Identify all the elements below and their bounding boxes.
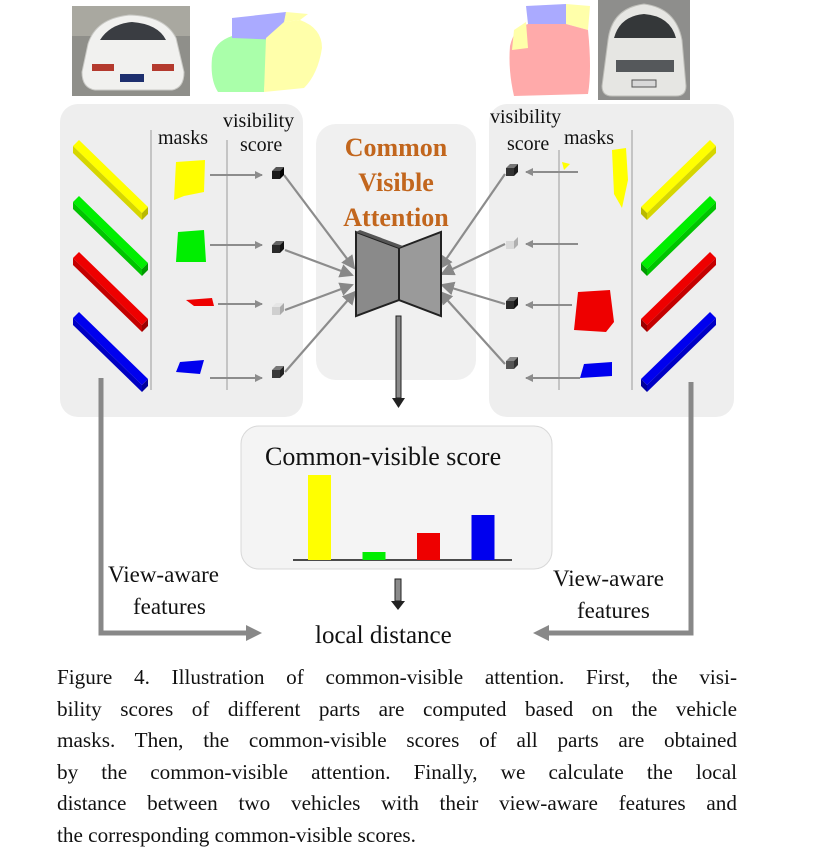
left-cube-2	[272, 241, 284, 253]
left-score-cubes	[272, 167, 284, 378]
left-mask-arrows	[210, 171, 263, 382]
left-view-aware-arrow	[98, 378, 262, 641]
title-line-1: Common	[344, 133, 448, 162]
bottleneck-network-icon	[355, 230, 442, 318]
left-part-features	[73, 140, 148, 392]
right-mask-arrows	[525, 168, 580, 382]
score-bar-3	[417, 533, 440, 560]
caption-line-1: Figure 4. Illustration of common-visible…	[57, 665, 737, 689]
score-bar-4	[471, 515, 495, 560]
score-bars	[308, 475, 495, 560]
right-cube-4	[506, 357, 518, 369]
view-aware-right-line-2: features	[577, 598, 650, 623]
right-mask-yellow	[612, 148, 628, 208]
left-mask-blue	[176, 360, 204, 374]
caption-line-2: bility scores of different parts are com…	[57, 696, 737, 721]
left-cube-1	[272, 167, 284, 179]
label-score-left: score	[240, 134, 283, 156]
caption-line-5: distance between two vehicles with their…	[57, 791, 737, 815]
left-cube-3	[272, 303, 284, 315]
label-masks-left: masks	[158, 127, 208, 149]
score-bar-2	[362, 552, 386, 560]
title-line-2: Visible	[358, 168, 434, 197]
view-aware-left-line-1: View-aware	[108, 562, 219, 587]
label-visibility-left: visibility	[223, 110, 295, 132]
network-to-score-arrow	[392, 315, 405, 408]
caption-line-6: the corresponding common-visible scores.	[57, 822, 416, 847]
title-line-3: Attention	[343, 203, 449, 232]
right-mask-icon	[509, 4, 590, 96]
common-visible-attention-title: Common Visible Attention	[320, 130, 472, 235]
score-box-title: Common-visible score	[265, 442, 502, 471]
right-cube-3	[506, 297, 518, 309]
right-bar-blue	[641, 312, 716, 392]
score-bar-1	[308, 475, 331, 560]
label-score-right: score	[507, 133, 550, 155]
label-visibility-right: visibility	[490, 106, 562, 128]
left-mask-red	[186, 298, 214, 306]
left-bar-red	[73, 252, 148, 332]
right-car-photo	[598, 0, 690, 100]
left-cube-4	[272, 366, 284, 378]
left-mask-yellow	[174, 160, 205, 200]
right-part-features	[641, 140, 716, 392]
left-bar-yellow	[73, 140, 148, 220]
caption-line-4: by the common-visible attention. Finally…	[57, 759, 737, 784]
view-aware-right-line-1: View-aware	[553, 566, 664, 591]
right-bar-red	[641, 252, 716, 332]
left-car-photo	[72, 6, 190, 96]
label-masks-right: masks	[564, 127, 614, 149]
network-input-arrows	[283, 173, 506, 373]
left-bar-blue	[73, 312, 148, 392]
right-bar-green	[641, 196, 716, 276]
right-score-cubes	[506, 164, 518, 369]
left-mask-icon	[211, 12, 322, 92]
right-bar-yellow	[641, 140, 716, 220]
right-mask-red	[574, 290, 614, 332]
score-to-distance-arrow	[391, 578, 405, 610]
right-cube-2	[506, 237, 518, 249]
left-bar-green	[73, 196, 148, 276]
caption-line-3: masks. Then, the common-visible scores o…	[57, 728, 737, 752]
left-mask-green	[176, 230, 206, 262]
figure-caption: Figure 4. Illustration of common-visible…	[57, 662, 737, 851]
right-mask-yellow-small	[562, 162, 570, 170]
right-cube-1	[506, 164, 518, 176]
view-aware-left-line-2: features	[133, 594, 206, 619]
right-mask-blue	[580, 362, 612, 378]
local-distance-label: local distance	[315, 622, 452, 649]
diagram-canvas	[60, 0, 734, 641]
right-view-aware-arrow	[533, 382, 694, 641]
